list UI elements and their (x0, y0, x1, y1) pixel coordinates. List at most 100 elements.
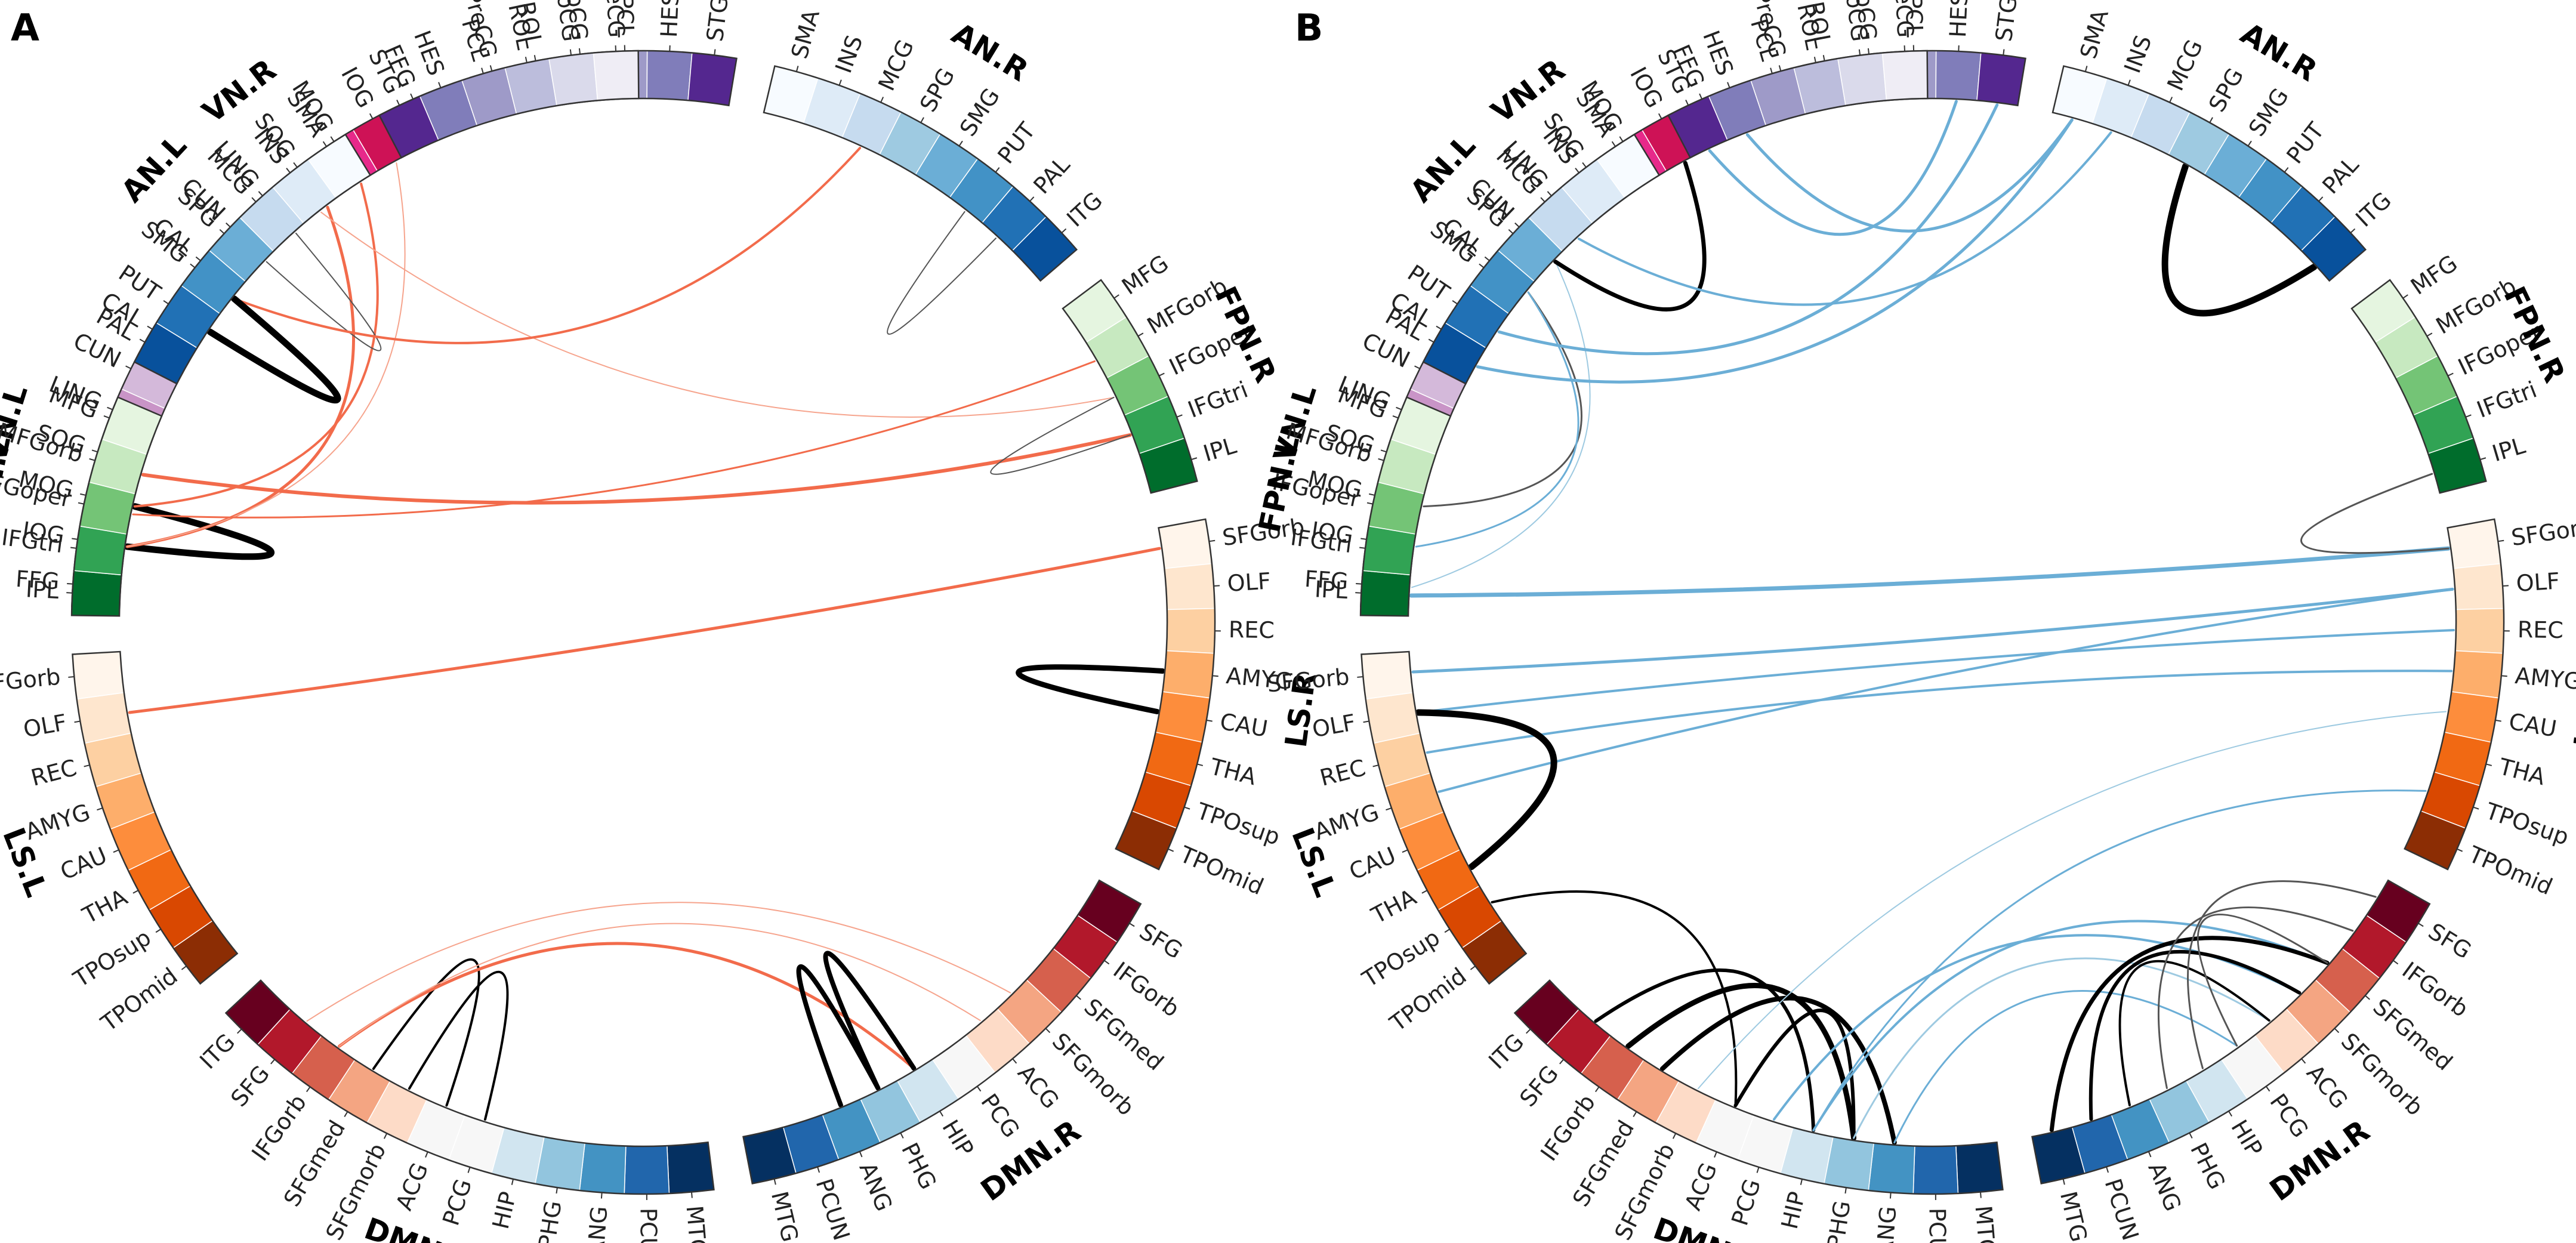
node-tick (1770, 67, 1773, 74)
network-dmn-l: MTGPCUNANGPHGHIPPCGACGSFGmorbSFGmedIFGor… (1483, 979, 2004, 1243)
node-tick (91, 449, 98, 453)
node-tick (795, 66, 799, 72)
node-tick (1514, 222, 1520, 228)
node-tick (1392, 415, 1399, 419)
node-tick (2465, 414, 2472, 418)
node-tick (1129, 923, 1135, 927)
node-label: PreCG (1889, 0, 1919, 38)
node-label: SFG (2424, 918, 2476, 964)
connection-link (1409, 546, 2451, 598)
node-tick (859, 1151, 863, 1158)
node-tick (1844, 1187, 1847, 1194)
node-tick (286, 168, 291, 174)
node-label: SFGorb (2510, 513, 2576, 551)
node-tick (1858, 49, 1861, 55)
connection-link (1733, 1008, 1856, 1140)
node-tick (1380, 449, 1387, 453)
node-label: ACG (1680, 1159, 1722, 1214)
node-label: PCG (976, 1089, 1025, 1143)
node-tick (74, 720, 81, 723)
node-label: SMA (2075, 7, 2114, 61)
connection-link (1577, 131, 2112, 306)
node-label: ITG (1483, 1029, 1529, 1074)
network-outline (224, 979, 715, 1195)
node-label: ACG (391, 1159, 433, 1214)
links-layer (124, 147, 1165, 1121)
node-label: PCUN (635, 1208, 662, 1243)
node-segment-dmn-l-mtg (667, 1142, 715, 1194)
node-tick (2106, 1167, 2109, 1173)
network-dmn-r: SFGIFGorbSFGmedSFGmorbACGPCGHIPPHGANGPCU… (742, 879, 1187, 1243)
node-tick (155, 929, 162, 933)
node-label: OLF (1226, 567, 1272, 597)
node-label: ACG (1013, 1060, 1064, 1114)
node-segment-smn-r-stg (687, 52, 738, 106)
connection-link (132, 360, 1096, 519)
node-tick (78, 502, 84, 505)
node-label: MCG (2162, 36, 2208, 95)
node-tick (511, 1179, 514, 1185)
node-label: PHG (533, 1199, 567, 1243)
node-label: HES (656, 0, 684, 38)
node-tick (2334, 1028, 2340, 1034)
node-tick (330, 136, 335, 142)
node-label: FFG (1304, 566, 1349, 595)
node-tick (920, 117, 924, 124)
node-label: CAU (57, 842, 111, 885)
node-label: PUT (992, 118, 1041, 169)
node-label: MTG (2055, 1189, 2092, 1243)
node-tick (396, 100, 400, 106)
node-label: ITG (195, 1029, 240, 1074)
node-label: STG (1991, 0, 2022, 43)
node-tick (1191, 457, 1198, 461)
node-label: THA (2496, 753, 2548, 790)
node-label: TPOsup (2482, 797, 2572, 850)
node-tick (1414, 365, 1420, 369)
node-label: SPG (2204, 64, 2249, 116)
node-label: ITG (1062, 187, 1107, 232)
node-tick (714, 49, 716, 55)
node-segment-ls-l-sfgorb (1361, 651, 1414, 700)
node-tick (481, 67, 484, 74)
node-tick (425, 1151, 428, 1158)
links-layer (1409, 100, 2455, 1145)
node-tick (103, 415, 110, 419)
node-label: MFG (2406, 250, 2462, 300)
node-label: IFGorb (246, 1090, 311, 1166)
network-label: DMN.R (2263, 1114, 2376, 1208)
network-outline (133, 133, 372, 385)
node-label: CAU (1346, 842, 1400, 885)
node-label: PAL (2317, 152, 2364, 199)
node-tick (1176, 414, 1183, 418)
node-label: HIP (1776, 1189, 1810, 1232)
node-segment-smn-r-hes (646, 50, 693, 101)
network-label: DMN.R (974, 1114, 1087, 1208)
node-label: MTG (1970, 1204, 2001, 1243)
node-tick (939, 1111, 944, 1117)
node-label: PreCG (600, 0, 630, 38)
connection-link (887, 211, 997, 335)
node-label: PoCG (1839, 0, 1872, 43)
node-label: ITG (2350, 187, 2396, 232)
node-label: IOG (1310, 517, 1355, 549)
node-tick (1822, 55, 1825, 61)
node-tick (107, 406, 113, 411)
node-segment-fpn-l-ipl (1360, 570, 1411, 617)
connection-link (133, 182, 379, 508)
connection-link (233, 147, 862, 344)
node-tick (2247, 140, 2252, 147)
node-label: INS (2119, 32, 2157, 76)
connection-link (320, 211, 1115, 418)
connection-link (338, 923, 981, 1047)
node-label: FFG (15, 566, 60, 595)
connection-link (266, 232, 382, 351)
network-outline (1115, 518, 1216, 871)
node-tick (132, 890, 139, 894)
connection-link (823, 951, 917, 1091)
connection-link (1497, 103, 1999, 356)
connection-link (372, 958, 480, 1107)
connection-link (1415, 291, 1579, 548)
